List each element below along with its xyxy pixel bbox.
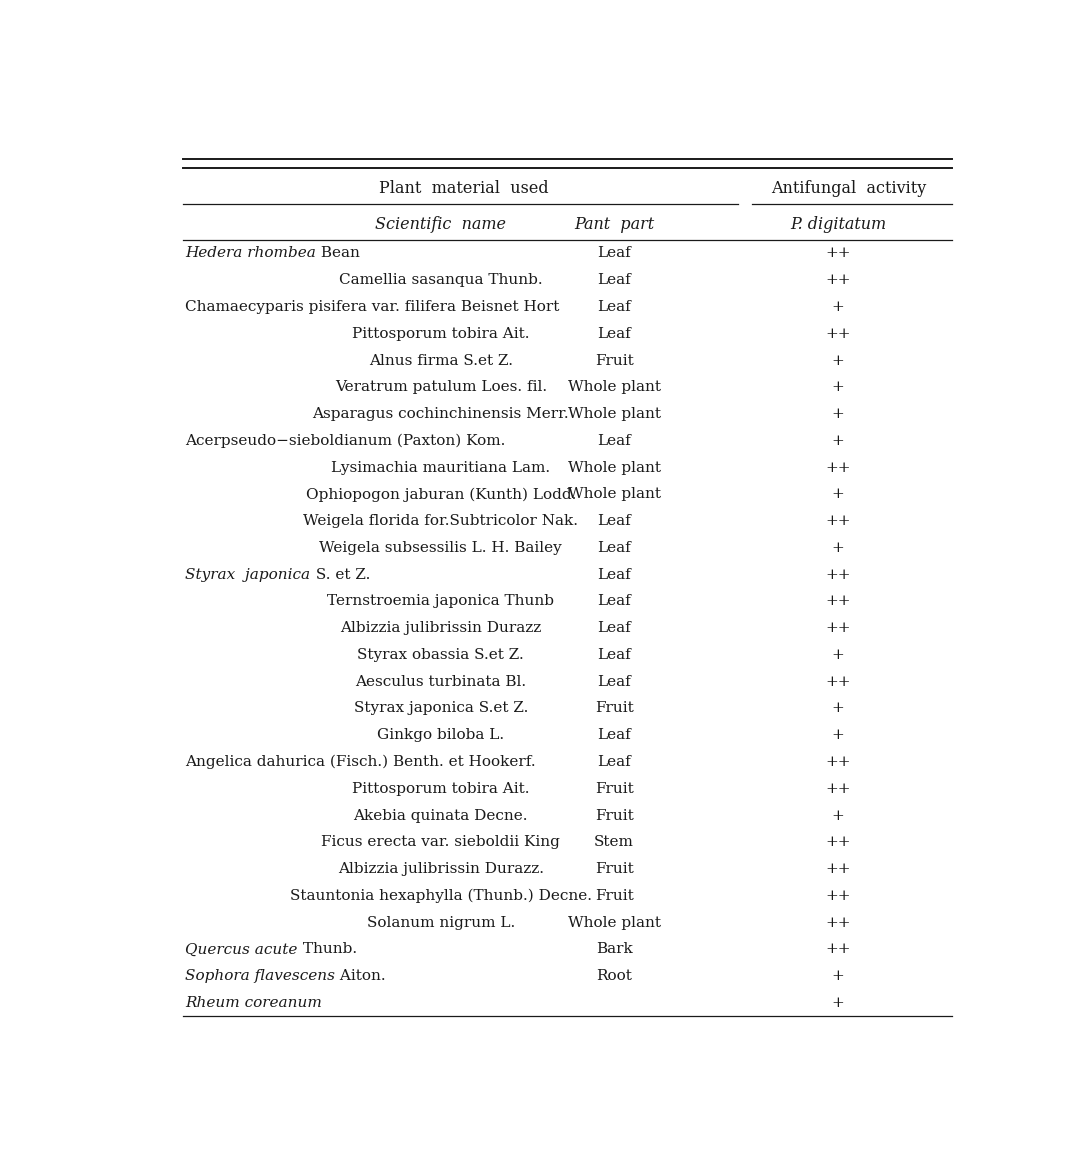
Text: Stem: Stem xyxy=(595,836,634,850)
Text: Whole plant: Whole plant xyxy=(567,407,660,421)
Text: Plant  material  used: Plant material used xyxy=(380,180,549,198)
Text: Styrax  japonica: Styrax japonica xyxy=(185,568,311,582)
Text: Fruit: Fruit xyxy=(595,863,634,876)
Text: ++: ++ xyxy=(826,622,851,636)
Text: ++: ++ xyxy=(826,327,851,341)
Text: ++: ++ xyxy=(826,755,851,769)
Text: +: + xyxy=(831,729,844,743)
Text: Weigela subsessilis L. H. Bailey: Weigela subsessilis L. H. Bailey xyxy=(320,541,562,555)
Text: Bean: Bean xyxy=(316,247,360,261)
Text: ++: ++ xyxy=(826,943,851,957)
Text: Ternstroemia japonica Thunb: Ternstroemia japonica Thunb xyxy=(327,595,554,609)
Text: +: + xyxy=(831,809,844,823)
Text: Leaf: Leaf xyxy=(597,595,631,609)
Text: ++: ++ xyxy=(826,461,851,475)
Text: ++: ++ xyxy=(826,863,851,876)
Text: Whole plant: Whole plant xyxy=(567,916,660,930)
Text: Lysimachia mauritiana Lam.: Lysimachia mauritiana Lam. xyxy=(332,461,550,475)
Text: Fruit: Fruit xyxy=(595,782,634,796)
Text: Scientific  name: Scientific name xyxy=(375,217,506,233)
Text: Thunb.: Thunb. xyxy=(298,943,357,957)
Text: Whole plant: Whole plant xyxy=(567,461,660,475)
Text: Camellia sasanqua Thunb.: Camellia sasanqua Thunb. xyxy=(339,274,542,288)
Text: +: + xyxy=(831,407,844,421)
Text: ++: ++ xyxy=(826,514,851,528)
Text: S. et Z.: S. et Z. xyxy=(311,568,370,582)
Text: Solanum nigrum L.: Solanum nigrum L. xyxy=(367,916,515,930)
Text: Leaf: Leaf xyxy=(597,274,631,288)
Text: Leaf: Leaf xyxy=(597,327,631,341)
Text: ++: ++ xyxy=(826,274,851,288)
Text: +: + xyxy=(831,648,844,662)
Text: +: + xyxy=(831,434,844,448)
Text: +: + xyxy=(831,996,844,1010)
Text: Ficus erecta var. sieboldii King: Ficus erecta var. sieboldii King xyxy=(322,836,560,850)
Text: Fruit: Fruit xyxy=(595,702,634,716)
Text: ++: ++ xyxy=(826,595,851,609)
Text: Styrax japonica S.et Z.: Styrax japonica S.et Z. xyxy=(353,702,528,716)
Text: Leaf: Leaf xyxy=(597,729,631,743)
Text: Antifungal  activity: Antifungal activity xyxy=(771,180,926,198)
Text: Bark: Bark xyxy=(596,943,633,957)
Text: Root: Root xyxy=(596,970,632,984)
Text: P. digitatum: P. digitatum xyxy=(790,217,886,233)
Text: +: + xyxy=(831,381,844,395)
Text: Leaf: Leaf xyxy=(597,434,631,448)
Text: Acerpseudo−sieboldianum (Paxton) Kom.: Acerpseudo−sieboldianum (Paxton) Kom. xyxy=(185,434,506,448)
Text: Albizzia julibrissin Durazz.: Albizzia julibrissin Durazz. xyxy=(338,863,543,876)
Text: Hedera rhombea: Hedera rhombea xyxy=(185,247,316,261)
Text: Ginkgo biloba L.: Ginkgo biloba L. xyxy=(377,729,504,743)
Text: Whole plant: Whole plant xyxy=(567,488,660,502)
Text: Pant  part: Pant part xyxy=(574,217,655,233)
Text: Styrax obassia S.et Z.: Styrax obassia S.et Z. xyxy=(358,648,524,662)
Text: Whole plant: Whole plant xyxy=(567,381,660,395)
Text: ++: ++ xyxy=(826,916,851,930)
Text: ++: ++ xyxy=(826,889,851,903)
Text: Rheum coreanum: Rheum coreanum xyxy=(185,996,322,1010)
Text: +: + xyxy=(831,354,844,368)
Text: +: + xyxy=(831,488,844,502)
Text: Leaf: Leaf xyxy=(597,514,631,528)
Text: ++: ++ xyxy=(826,782,851,796)
Text: Akebia quinata Decne.: Akebia quinata Decne. xyxy=(353,809,528,823)
Text: Leaf: Leaf xyxy=(597,755,631,769)
Text: Leaf: Leaf xyxy=(597,622,631,636)
Text: Fruit: Fruit xyxy=(595,809,634,823)
Text: Veratrum patulum Loes. fil.: Veratrum patulum Loes. fil. xyxy=(335,381,547,395)
Text: Sophora flavescens: Sophora flavescens xyxy=(185,970,335,984)
Text: Asparagus cochinchinensis Merr.: Asparagus cochinchinensis Merr. xyxy=(312,407,570,421)
Text: Angelica dahurica (Fisch.) Benth. et Hookerf.: Angelica dahurica (Fisch.) Benth. et Hoo… xyxy=(185,754,536,769)
Text: Stauntonia hexaphylla (Thunb.) Decne.: Stauntonia hexaphylla (Thunb.) Decne. xyxy=(290,888,591,903)
Text: Weigela florida for.Subtricolor Nak.: Weigela florida for.Subtricolor Nak. xyxy=(303,514,578,528)
Text: Fruit: Fruit xyxy=(595,354,634,368)
Text: Leaf: Leaf xyxy=(597,300,631,314)
Text: Fruit: Fruit xyxy=(595,889,634,903)
Text: ++: ++ xyxy=(826,675,851,689)
Text: +: + xyxy=(831,541,844,555)
Text: Pittosporum tobira Ait.: Pittosporum tobira Ait. xyxy=(352,782,529,796)
Text: Quercus acute: Quercus acute xyxy=(185,943,298,957)
Text: Chamaecyparis pisifera var. filifera Beisnet Hort: Chamaecyparis pisifera var. filifera Bei… xyxy=(185,300,560,314)
Text: Leaf: Leaf xyxy=(597,247,631,261)
Text: Leaf: Leaf xyxy=(597,648,631,662)
Text: ++: ++ xyxy=(826,247,851,261)
Text: Leaf: Leaf xyxy=(597,675,631,689)
Text: ++: ++ xyxy=(826,836,851,850)
Text: Ophiopogon jaburan (Kunth) Lodd.: Ophiopogon jaburan (Kunth) Lodd. xyxy=(305,487,576,502)
Text: +: + xyxy=(831,970,844,984)
Text: Aesculus turbinata Bl.: Aesculus turbinata Bl. xyxy=(356,675,526,689)
Text: +: + xyxy=(831,702,844,716)
Text: Albizzia julibrissin Durazz: Albizzia julibrissin Durazz xyxy=(340,622,541,636)
Text: Pittosporum tobira Ait.: Pittosporum tobira Ait. xyxy=(352,327,529,341)
Text: Leaf: Leaf xyxy=(597,541,631,555)
Text: Aiton.: Aiton. xyxy=(335,970,386,984)
Text: ++: ++ xyxy=(826,568,851,582)
Text: Alnus firma S.et Z.: Alnus firma S.et Z. xyxy=(369,354,513,368)
Text: Leaf: Leaf xyxy=(597,568,631,582)
Text: +: + xyxy=(831,300,844,314)
